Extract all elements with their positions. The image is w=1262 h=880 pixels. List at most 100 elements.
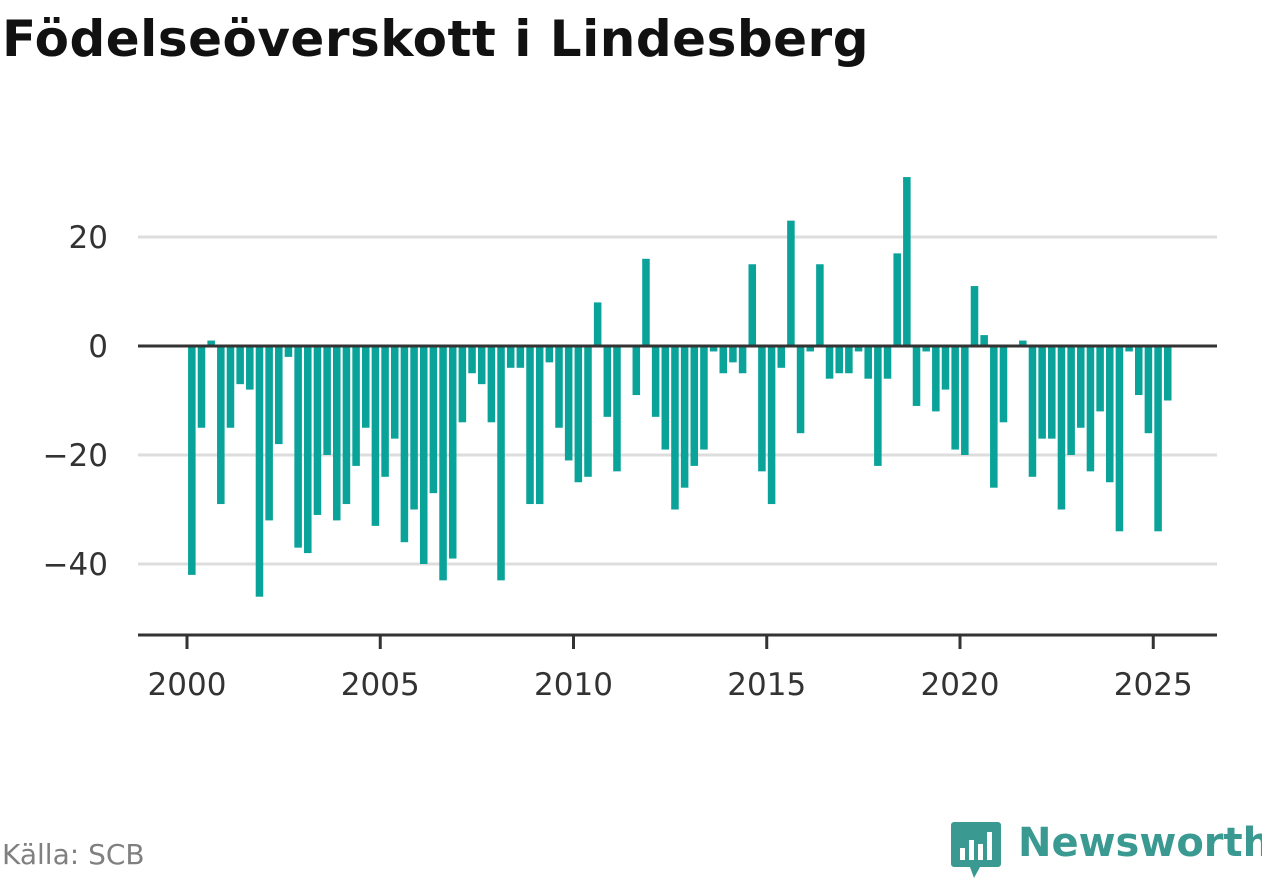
bar [275, 346, 283, 445]
bar [700, 346, 708, 450]
bar [1019, 340, 1027, 346]
chart-title: Födelseöverskott i Lindesberg [2, 10, 869, 68]
bar [400, 346, 409, 543]
bar [835, 346, 843, 374]
bar [729, 346, 737, 363]
bar [1038, 346, 1046, 439]
bar [787, 220, 795, 346]
x-tick-label: 2000 [148, 667, 227, 703]
bar [680, 346, 689, 488]
bar [864, 346, 872, 379]
bar [352, 346, 360, 466]
bar [661, 346, 670, 450]
bar [903, 177, 911, 346]
y-tick-label: −40 [43, 547, 108, 583]
bar [980, 335, 988, 346]
bar [970, 286, 979, 346]
bar [1048, 346, 1056, 439]
bar [217, 346, 225, 505]
bar [854, 346, 863, 352]
bar [767, 346, 776, 505]
source-note: Källa: SCB [2, 838, 145, 871]
bar [1028, 346, 1037, 477]
bar [477, 346, 486, 385]
bar [758, 346, 766, 472]
y-tick-label: 0 [88, 329, 108, 365]
bar [371, 346, 380, 526]
bar [951, 346, 959, 450]
bar [613, 346, 621, 472]
brand-logo: Newsworthy [950, 818, 1262, 880]
bar [738, 346, 747, 374]
bar [197, 346, 206, 428]
bar [1115, 346, 1124, 532]
bar [719, 346, 728, 374]
bar [961, 346, 969, 455]
bar [381, 346, 389, 477]
bar [448, 346, 457, 559]
bar [1154, 346, 1162, 532]
bar [188, 346, 196, 575]
bar [777, 346, 786, 368]
bar [468, 346, 476, 374]
bar [1106, 346, 1114, 483]
bar [429, 346, 438, 494]
bar [1077, 346, 1085, 428]
bar [796, 346, 805, 434]
x-axis [138, 633, 1217, 649]
bar [419, 346, 428, 564]
bar [990, 346, 998, 488]
bar [1134, 346, 1143, 396]
bar [584, 346, 592, 477]
bar [555, 346, 563, 428]
bar [390, 346, 399, 439]
bar [816, 264, 824, 346]
bar [246, 346, 254, 390]
y-tick-labels: 20 0 −20 −40 [43, 220, 108, 583]
bar [922, 346, 930, 352]
bar [593, 302, 602, 346]
bar [1125, 346, 1133, 352]
bar [671, 346, 679, 510]
bar [806, 346, 814, 352]
bar [506, 346, 515, 368]
brand-name: Newsworthy [1018, 820, 1262, 866]
bar [574, 346, 583, 483]
bar [439, 346, 447, 581]
bar [1163, 346, 1172, 401]
x-tick-label: 2010 [534, 667, 613, 703]
bar [883, 346, 892, 379]
x-tick-label: 2015 [727, 667, 806, 703]
bar [632, 346, 641, 396]
bar [1096, 346, 1104, 412]
bar [545, 346, 554, 363]
bar [333, 346, 341, 521]
bar [1067, 346, 1075, 455]
x-tick-labels: 2000 2005 2010 2015 2020 2025 [148, 667, 1193, 703]
bar [323, 346, 331, 455]
bar [304, 346, 312, 554]
bar [912, 346, 921, 406]
bar [893, 253, 901, 346]
bar [709, 346, 718, 352]
bar [284, 346, 293, 357]
bar [690, 346, 699, 466]
bars [188, 177, 1172, 597]
bar [1057, 346, 1066, 510]
bar [226, 346, 235, 428]
bar [642, 258, 650, 346]
bar [458, 346, 467, 423]
bar [825, 346, 834, 379]
y-tick-label: 20 [69, 220, 108, 256]
bar [874, 346, 882, 466]
x-tick-label: 2020 [921, 667, 1000, 703]
bar [1086, 346, 1095, 472]
bar [999, 346, 1008, 423]
x-tick-label: 2025 [1114, 667, 1193, 703]
x-tick-label: 2005 [341, 667, 420, 703]
bar [410, 346, 418, 510]
y-tick-label: −20 [43, 438, 108, 474]
bar [342, 346, 351, 505]
bar [748, 264, 757, 346]
